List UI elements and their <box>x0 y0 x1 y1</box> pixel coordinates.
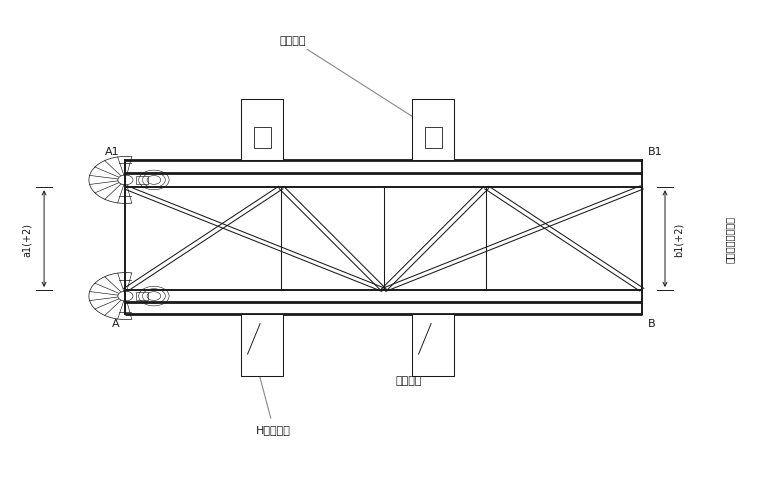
Text: B1: B1 <box>648 147 663 157</box>
Bar <box>254 127 271 149</box>
Text: 保证锂管中心距离: 保证锂管中心距离 <box>724 216 735 263</box>
Text: 固定樔子: 固定樔子 <box>395 342 425 385</box>
Bar <box>241 100 283 161</box>
Text: b1(+2): b1(+2) <box>673 222 684 256</box>
Text: A1: A1 <box>105 147 119 157</box>
Bar <box>412 100 454 161</box>
Text: B: B <box>648 319 656 328</box>
Bar <box>137 293 147 300</box>
Text: 固定挡块: 固定挡块 <box>280 36 431 129</box>
Text: A: A <box>112 319 119 328</box>
Bar <box>137 177 147 184</box>
Text: H型锂垫件: H型锂垫件 <box>255 360 291 434</box>
Bar <box>412 315 454 376</box>
Bar <box>241 315 283 376</box>
Bar <box>425 127 442 149</box>
Text: a1(+2): a1(+2) <box>22 222 33 256</box>
